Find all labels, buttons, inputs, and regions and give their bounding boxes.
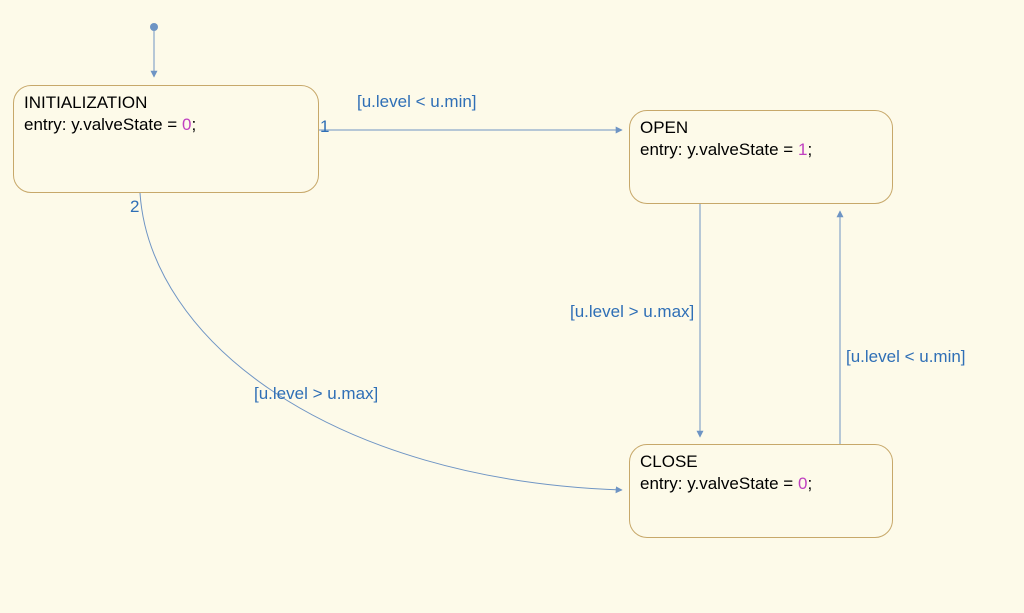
state-entry-action: entry: y.valveState = 0; <box>24 114 308 136</box>
state-chart-canvas: INITIALIZATION entry: y.valveState = 0; … <box>0 0 1024 613</box>
transition-label-init-close: [u.level > u.max] <box>254 384 378 404</box>
state-title: CLOSE <box>640 451 882 473</box>
state-title: OPEN <box>640 117 882 139</box>
action-suffix: ; <box>191 115 196 134</box>
state-initialization[interactable]: INITIALIZATION entry: y.valveState = 0; <box>13 85 319 193</box>
action-suffix: ; <box>807 140 812 159</box>
priority-label-init-open: 1 <box>320 117 329 137</box>
transition-label-open-close: [u.level > u.max] <box>570 302 694 322</box>
action-prefix: entry: y.valveState = <box>640 474 798 493</box>
action-prefix: entry: y.valveState = <box>24 115 182 134</box>
state-close[interactable]: CLOSE entry: y.valveState = 0; <box>629 444 893 538</box>
edge-init-to-close <box>140 193 622 490</box>
state-open[interactable]: OPEN entry: y.valveState = 1; <box>629 110 893 204</box>
action-suffix: ; <box>807 474 812 493</box>
state-entry-action: entry: y.valveState = 1; <box>640 139 882 161</box>
transition-label-init-open: [u.level < u.min] <box>357 92 477 112</box>
transition-label-close-open: [u.level < u.min] <box>846 347 966 367</box>
state-title: INITIALIZATION <box>24 92 308 114</box>
action-prefix: entry: y.valveState = <box>640 140 798 159</box>
state-entry-action: entry: y.valveState = 0; <box>640 473 882 495</box>
initial-state-dot <box>150 23 158 31</box>
priority-label-init-close: 2 <box>130 197 139 217</box>
